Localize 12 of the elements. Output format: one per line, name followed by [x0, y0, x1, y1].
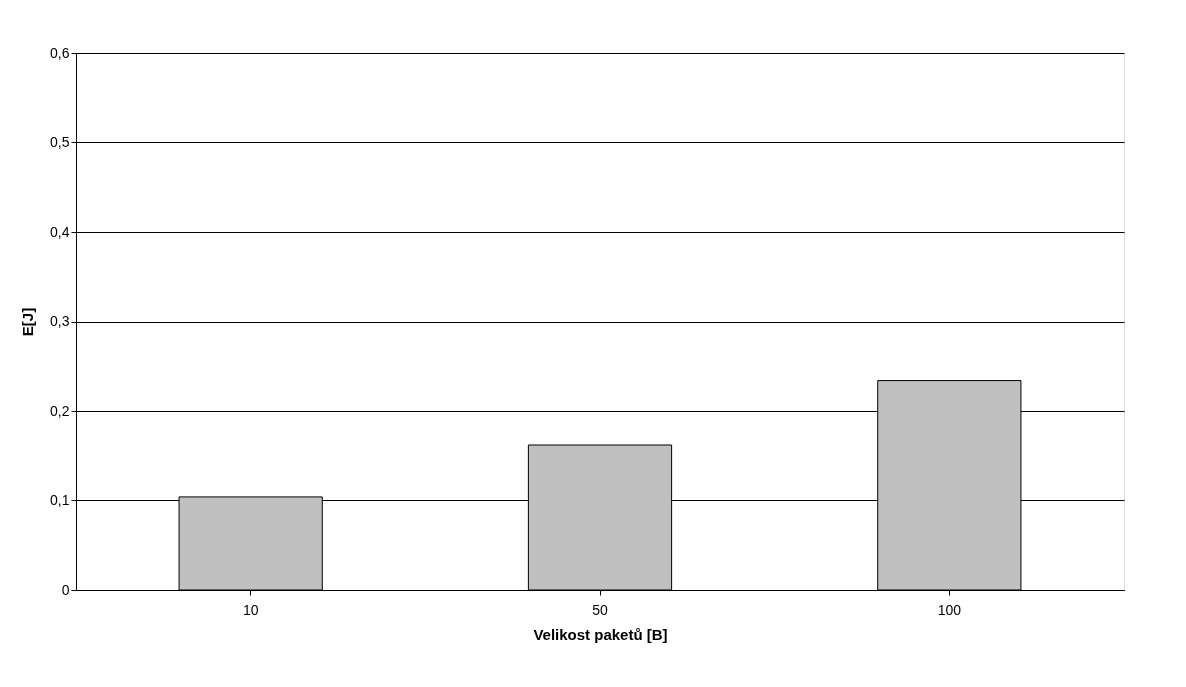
x-tick-label: 50	[592, 601, 608, 618]
x-tick-label: 10	[242, 601, 259, 618]
x-axis-title: Velikost paketů [B]	[533, 625, 668, 643]
y-tick-label: 0,6	[50, 44, 70, 61]
y-tick-label: 0,2	[50, 402, 70, 419]
y-tick-label: 0,1	[50, 492, 70, 508]
y-tick-label: 0,3	[50, 313, 70, 329]
y-tick-label: 0,5	[50, 134, 70, 150]
y-axis-title: E[J]	[19, 307, 37, 337]
y-tick-label: 0	[61, 581, 70, 598]
y-tick-label: 0,4	[50, 223, 70, 240]
x-tick-label: 100	[937, 601, 962, 618]
